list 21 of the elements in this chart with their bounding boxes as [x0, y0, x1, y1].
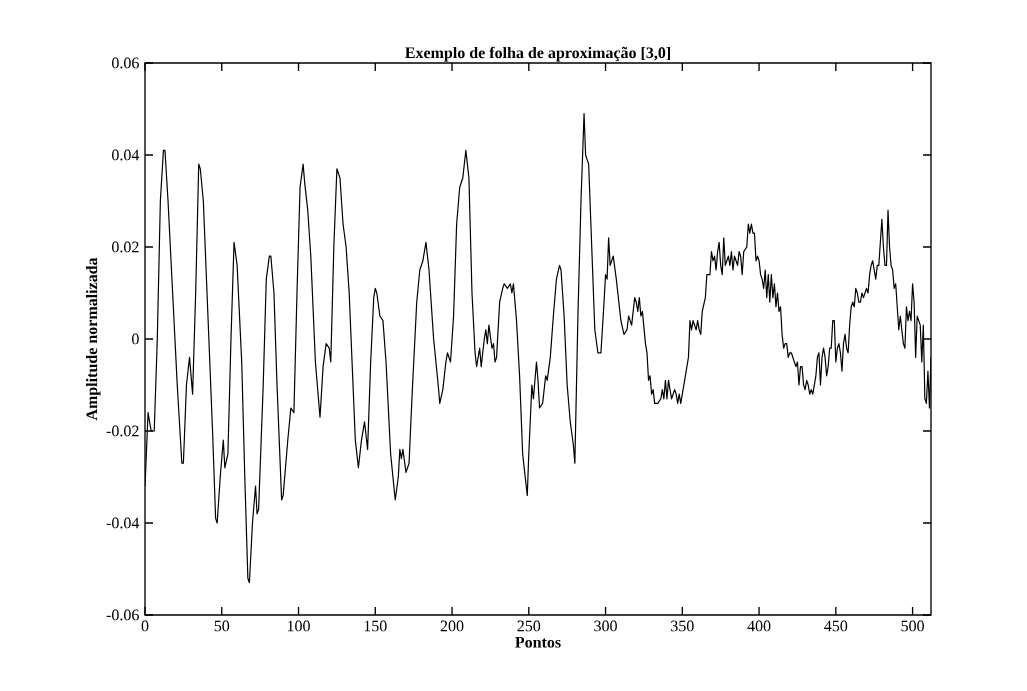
y-tick-label: 0: [132, 333, 139, 345]
y-tick-label: -0.06: [106, 609, 139, 621]
x-tick-label: 350: [671, 620, 694, 632]
x-tick-label: 50: [214, 620, 230, 632]
x-tick-label: 400: [747, 620, 771, 632]
x-tick-label: 150: [364, 620, 387, 632]
x-tick-label: 250: [517, 620, 541, 632]
x-tick-label: 450: [824, 620, 848, 632]
y-axis-title: Amplitude normalizada: [85, 257, 101, 421]
x-tick-label: 500: [901, 620, 924, 632]
x-tick-label: 0: [141, 620, 149, 632]
x-tick-label: 200: [440, 620, 464, 632]
y-tick-label: -0.02: [106, 425, 139, 437]
y-tick-label: 0.06: [112, 57, 139, 69]
chart-title: Exemplo de folha de aproximação [3,0]: [405, 46, 670, 62]
x-tick-label: 100: [287, 620, 310, 632]
x-axis-title: Pontos: [515, 636, 561, 648]
x-tick-label: 300: [594, 620, 617, 632]
y-tick-label: 0.02: [112, 241, 139, 253]
y-tick-label: -0.04: [106, 517, 140, 529]
y-tick-label: 0.04: [112, 149, 140, 161]
